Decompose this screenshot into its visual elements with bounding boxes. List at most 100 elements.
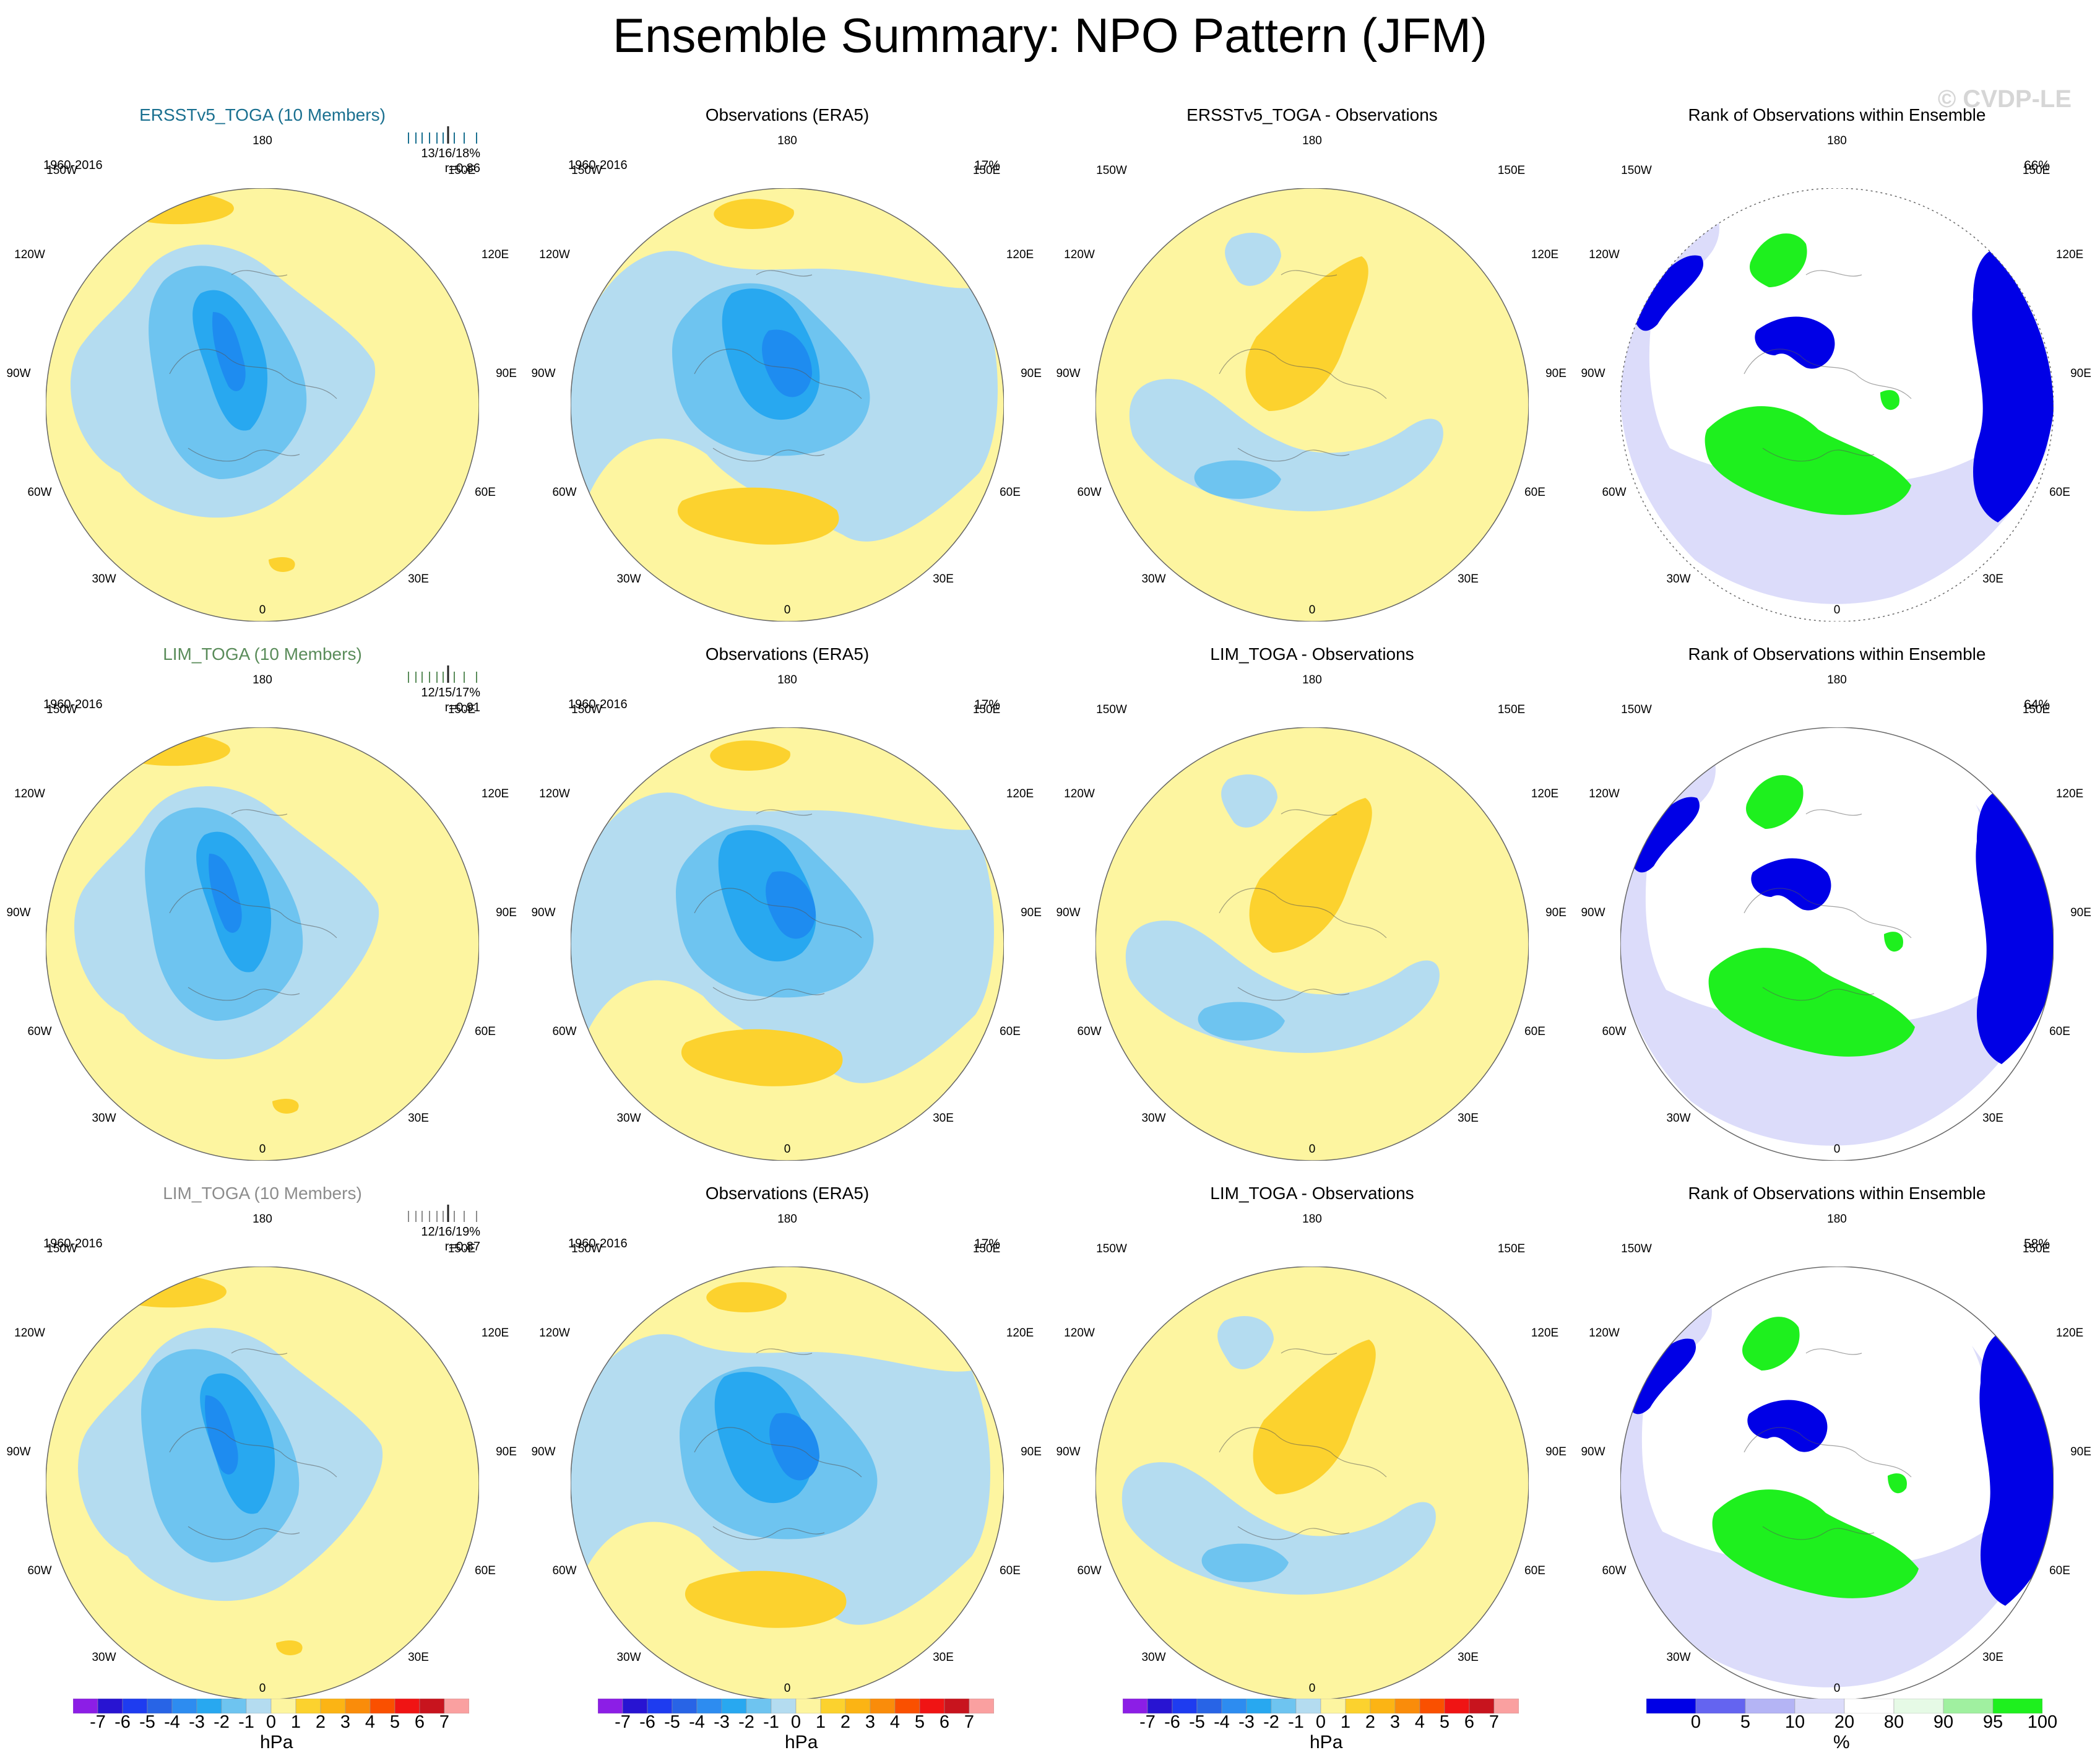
longitude-label: 120W — [1589, 248, 1620, 261]
longitude-label: 150E — [447, 164, 476, 177]
colorbar-label: 2 — [1365, 1712, 1376, 1732]
contour-field — [74, 732, 379, 1114]
colorbar-label: 1 — [1340, 1712, 1351, 1732]
pattern-correlation: r=0.87 — [444, 1240, 480, 1254]
colorbar-swatch — [444, 1699, 469, 1713]
colorbar-label: 2 — [840, 1712, 851, 1732]
longitude-label: 180 — [1827, 674, 1847, 687]
colorbar-swatch — [147, 1699, 173, 1713]
longitude-label: 90E — [2070, 906, 2091, 919]
variance-percent: 17% — [974, 158, 1001, 173]
longitude-label: 150W — [1096, 164, 1127, 177]
longitude-label: 90W — [1581, 1445, 1605, 1458]
longitude-label: 150W — [46, 703, 77, 716]
contour-field — [571, 1282, 990, 1628]
coastline — [694, 1348, 862, 1540]
colorbar-label: 10 — [1784, 1712, 1805, 1732]
colorbar-swatch — [270, 1699, 296, 1713]
figure-title: Ensemble Summary: NPO Pattern (JFM) — [613, 8, 1487, 63]
longitude-label: 90E — [496, 906, 517, 919]
longitude-label: 90E — [1021, 1445, 1042, 1458]
longitude-label: 120W — [1064, 787, 1095, 800]
longitude-label: 30E — [933, 1651, 954, 1664]
contour-region — [1620, 1290, 2041, 1687]
colorbar-unit: hPa — [260, 1732, 293, 1752]
year-range: 1960-2016 — [43, 698, 103, 711]
colorbar-label: 5 — [914, 1712, 925, 1732]
colorbar-label: 6 — [414, 1712, 425, 1732]
colorbar-label: -7 — [1139, 1712, 1156, 1732]
longitude-label: 150W — [1621, 164, 1652, 177]
diff-panel: LIM_TOGA - Observations 180 150E 120E 90E 60E… — [1050, 1171, 1575, 1710]
colorbar-label: 0 — [1315, 1712, 1326, 1732]
contour-region — [272, 1098, 299, 1114]
polar-map — [1620, 188, 2054, 622]
colorbar-swatch — [1370, 1699, 1396, 1713]
rank-colorbar: 0 5 10 20 80 90 95 100% — [1646, 1699, 2080, 1761]
colorbar-label: 0 — [266, 1712, 277, 1732]
ensemble-panel: LIM_TOGA (10 Members) 1960-2016 12/16/19% r… — [0, 1171, 525, 1710]
variance-range: 12/15/17% — [421, 686, 480, 700]
longitude-label: 30W — [616, 1651, 641, 1664]
colorbar-swatch — [696, 1699, 722, 1713]
panel-title: LIM_TOGA - Observations — [1210, 644, 1414, 664]
contour-region — [766, 871, 816, 939]
contour-region — [1620, 207, 2049, 604]
colorbar-label: -6 — [1164, 1712, 1180, 1732]
year-range: 1960-2016 — [43, 158, 103, 172]
colorbar-swatch — [97, 1699, 123, 1713]
coastline — [1219, 809, 1387, 1001]
longitude-label: 60W — [1602, 1564, 1627, 1577]
longitude-label: 150E — [2022, 164, 2050, 177]
longitude-label: 90E — [1021, 906, 1042, 919]
colorbar-label: 2 — [315, 1712, 326, 1732]
hpa-colorbar: -7 -6 -5 -4 -3 -2 -1 0 1 2 3 4 5 6 7 hPa — [73, 1699, 506, 1761]
colorbar-swatch — [1745, 1699, 1795, 1713]
panel-title: LIM_TOGA - Observations — [1210, 1184, 1414, 1203]
contour-region — [1620, 748, 2045, 1146]
colorbar-label: -6 — [115, 1712, 131, 1732]
longitude-label: 60E — [2049, 486, 2070, 499]
longitude-label: 180 — [253, 1213, 272, 1226]
rank-panel: Rank of Observations within Ensemble 64% 1… — [1575, 632, 2099, 1171]
colorbar-swatch — [196, 1699, 222, 1713]
pattern-correlation: r=0.86 — [444, 162, 480, 175]
rank-panel: Rank of Observations within Ensemble 58% 1… — [1575, 1171, 2099, 1710]
longitude-label: 30W — [1666, 573, 1691, 586]
polar-map — [571, 188, 1004, 622]
diff-panel: ERSSTv5_TOGA - Observations 180 150E 120E 90… — [1050, 93, 1575, 631]
contour-region — [1625, 1338, 1696, 1414]
hpa-colorbar: -7 -6 -5 -4 -3 -2 -1 0 1 2 3 4 5 6 7 hPa — [1123, 1699, 1556, 1761]
coastline — [694, 809, 862, 1001]
longitude-label: 150W — [571, 703, 602, 716]
longitude-label: 150E — [447, 703, 476, 716]
contour-region — [1755, 316, 1835, 369]
contour-region — [706, 1282, 787, 1312]
longitude-label: 30E — [1982, 1112, 2003, 1125]
contour-region — [1880, 390, 1899, 410]
colorbar-label: 95 — [1982, 1712, 2003, 1732]
longitude-label: 60W — [27, 1564, 52, 1577]
colorbar-swatch — [1893, 1699, 1944, 1713]
ensemble-panel: LIM_TOGA (10 Members) 1960-2016 12/15/17% r… — [0, 632, 525, 1171]
colorbar-swatch — [345, 1699, 371, 1713]
contour-region — [1225, 232, 1281, 286]
longitude-label: 90E — [1545, 367, 1566, 380]
longitude-label: 30E — [933, 1112, 954, 1125]
ensemble-panel: ERSSTv5_TOGA (10 Members) 1960-2016 13/16/… — [0, 93, 525, 631]
polar-map — [1095, 188, 1529, 622]
colorbar-label: 5 — [1740, 1712, 1751, 1732]
colorbar-label: -3 — [189, 1712, 205, 1732]
longitude-label: 150W — [1096, 1242, 1127, 1255]
contour-region — [1742, 1317, 1800, 1371]
contour-region — [276, 1640, 303, 1655]
colorbar-label: 7 — [964, 1712, 975, 1732]
polar-map — [1620, 1267, 2054, 1700]
longitude-label: 60E — [475, 1025, 496, 1038]
longitude-label: 30E — [408, 1651, 429, 1664]
contour-region — [1249, 798, 1372, 953]
contour-region — [1712, 1489, 1919, 1598]
contour-region — [1217, 1315, 1274, 1369]
colorbar-label: -7 — [90, 1712, 106, 1732]
colorbar-swatch — [295, 1699, 321, 1713]
